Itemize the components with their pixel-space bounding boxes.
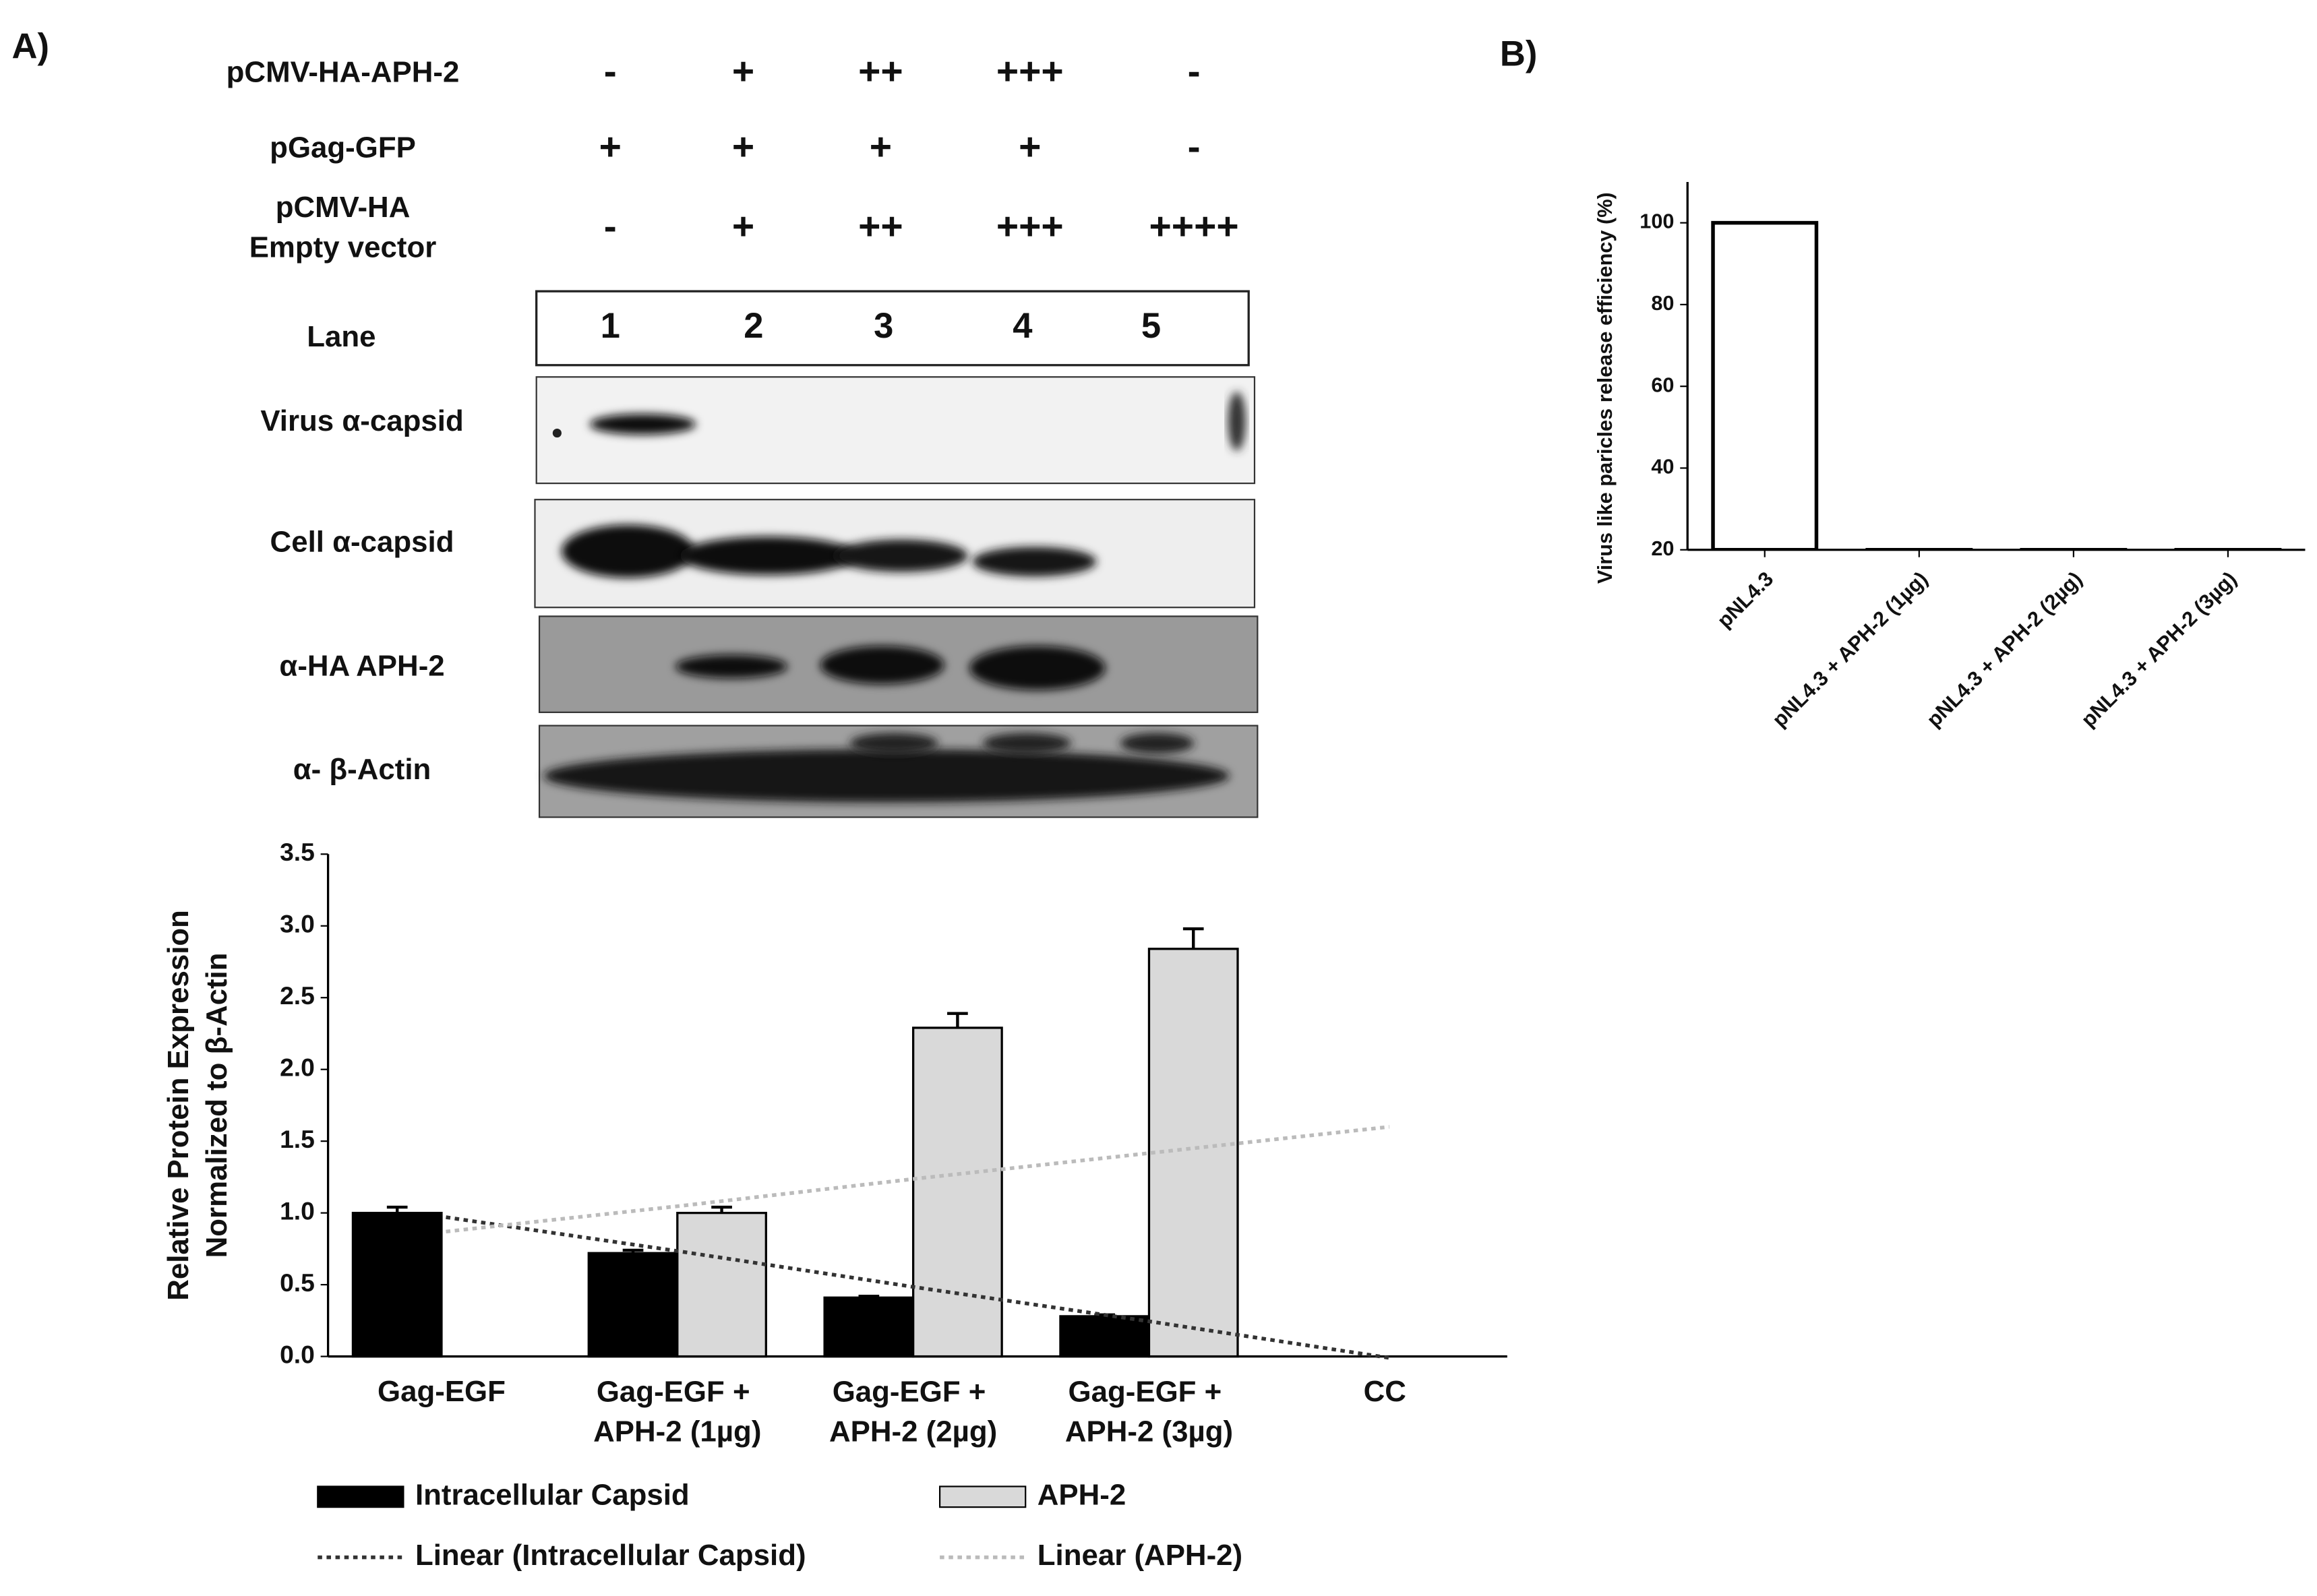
y-tick-label: 100 [1639,210,1674,233]
blot-actin [538,725,1259,818]
error-bar [711,1205,732,1213]
y-tick-label: 2.0 [280,1053,315,1082]
blot-label: α-HA APH-2 [279,650,444,683]
condition-value: ++ [858,50,903,93]
bar [911,1026,1003,1358]
error-bar [858,1294,880,1298]
condition-label: pGag-GFP [270,131,416,164]
error-bar [1182,927,1204,949]
x-tick-label: Gag-EGF + APH-2 (2µg) [829,1375,997,1448]
x-tick-label: Gag-EGF + APH-2 (1µg) [593,1375,761,1448]
bar [351,1211,443,1358]
error-bar [622,1248,644,1254]
condition-value: - [1188,125,1201,168]
bar [1711,220,1819,550]
x-tick-label: pNL4.3 + APH-2 (2µg) [1922,567,2086,731]
y-axis-label: Relative Protein Expression [162,910,195,1301]
x-tick-label: Gag-EGF [378,1375,506,1408]
legend-swatch [317,1485,404,1508]
y-tick-label: 0.5 [280,1268,315,1297]
legend-swatch [938,1485,1027,1508]
y-tick-label: 1.5 [280,1125,315,1153]
legend-label: Linear (Intracellular Capsid) [415,1539,806,1572]
condition-value: - [604,205,617,248]
panel-label: A) [12,27,50,67]
y-tick-label: 40 [1651,455,1674,479]
y-tick-label: 0.0 [280,1340,315,1368]
y-tick-label: 20 [1651,536,1674,560]
condition-label: pCMV-HA [276,191,411,224]
condition-label: pCMV-HA-APH-2 [227,56,460,89]
condition-value: ++ [858,205,903,248]
lane-label: Lane [307,320,375,353]
condition-value: + [599,125,622,168]
y-tick-label: 80 [1651,291,1674,315]
y-tick-label: 1.0 [280,1196,315,1225]
blot-cell [534,499,1256,609]
condition-value: +++ [996,50,1064,93]
condition-value: +++ [996,205,1064,248]
x-tick-label: CC [1364,1375,1406,1408]
legend-label: Intracellular Capsid [415,1478,690,1511]
error-bar [386,1205,408,1213]
lane-number: 2 [744,306,763,346]
y-axis-label: Normalized to β-Actin [200,952,233,1258]
bar [823,1296,915,1358]
condition-value: - [1188,50,1201,93]
condition-label: Empty vector [249,231,437,264]
panel-label: B) [1500,34,1538,74]
x-tick-label: pNL4.3 + APH-2 (3µg) [2076,567,2241,731]
lane-number: 5 [1141,306,1161,346]
x-tick-label: pNL4.3 + APH-2 (1µg) [1768,567,1932,731]
lane-number: 4 [1013,306,1032,346]
blot-label: Virus α-capsid [260,404,463,437]
y-tick-label: 3.5 [280,838,315,866]
x-tick-label: Gag-EGF + APH-2 (3µg) [1065,1375,1233,1448]
lane-number: 1 [601,306,620,346]
condition-value: + [732,205,754,248]
y-tick-label: 3.0 [280,910,315,938]
condition-value: + [732,125,754,168]
blot-label: α- β-Actin [293,753,431,786]
bar [1059,1315,1151,1358]
y-tick-label: 2.5 [280,981,315,1010]
bar [587,1252,679,1358]
lane-number: 3 [874,306,893,346]
y-axis-label: Virus like paricles release efficiency (… [1593,192,1617,584]
legend-label: APH-2 [1037,1478,1126,1511]
y-tick-label: 60 [1651,373,1674,396]
blot-label: Cell α-capsid [270,526,454,559]
condition-value: - [604,50,617,93]
lane-box [535,290,1250,367]
blot-virus [535,376,1256,485]
condition-value: + [732,50,754,93]
condition-value: + [1019,125,1041,168]
bar [676,1211,767,1358]
condition-value: ++++ [1149,205,1239,248]
legend-label: Linear (APH-2) [1037,1539,1242,1572]
error-bar [947,1012,968,1028]
blot-ha [538,615,1259,713]
x-tick-label: pNL4.3 [1712,567,1778,632]
condition-value: + [870,125,892,168]
trend-line [446,1125,1390,1234]
